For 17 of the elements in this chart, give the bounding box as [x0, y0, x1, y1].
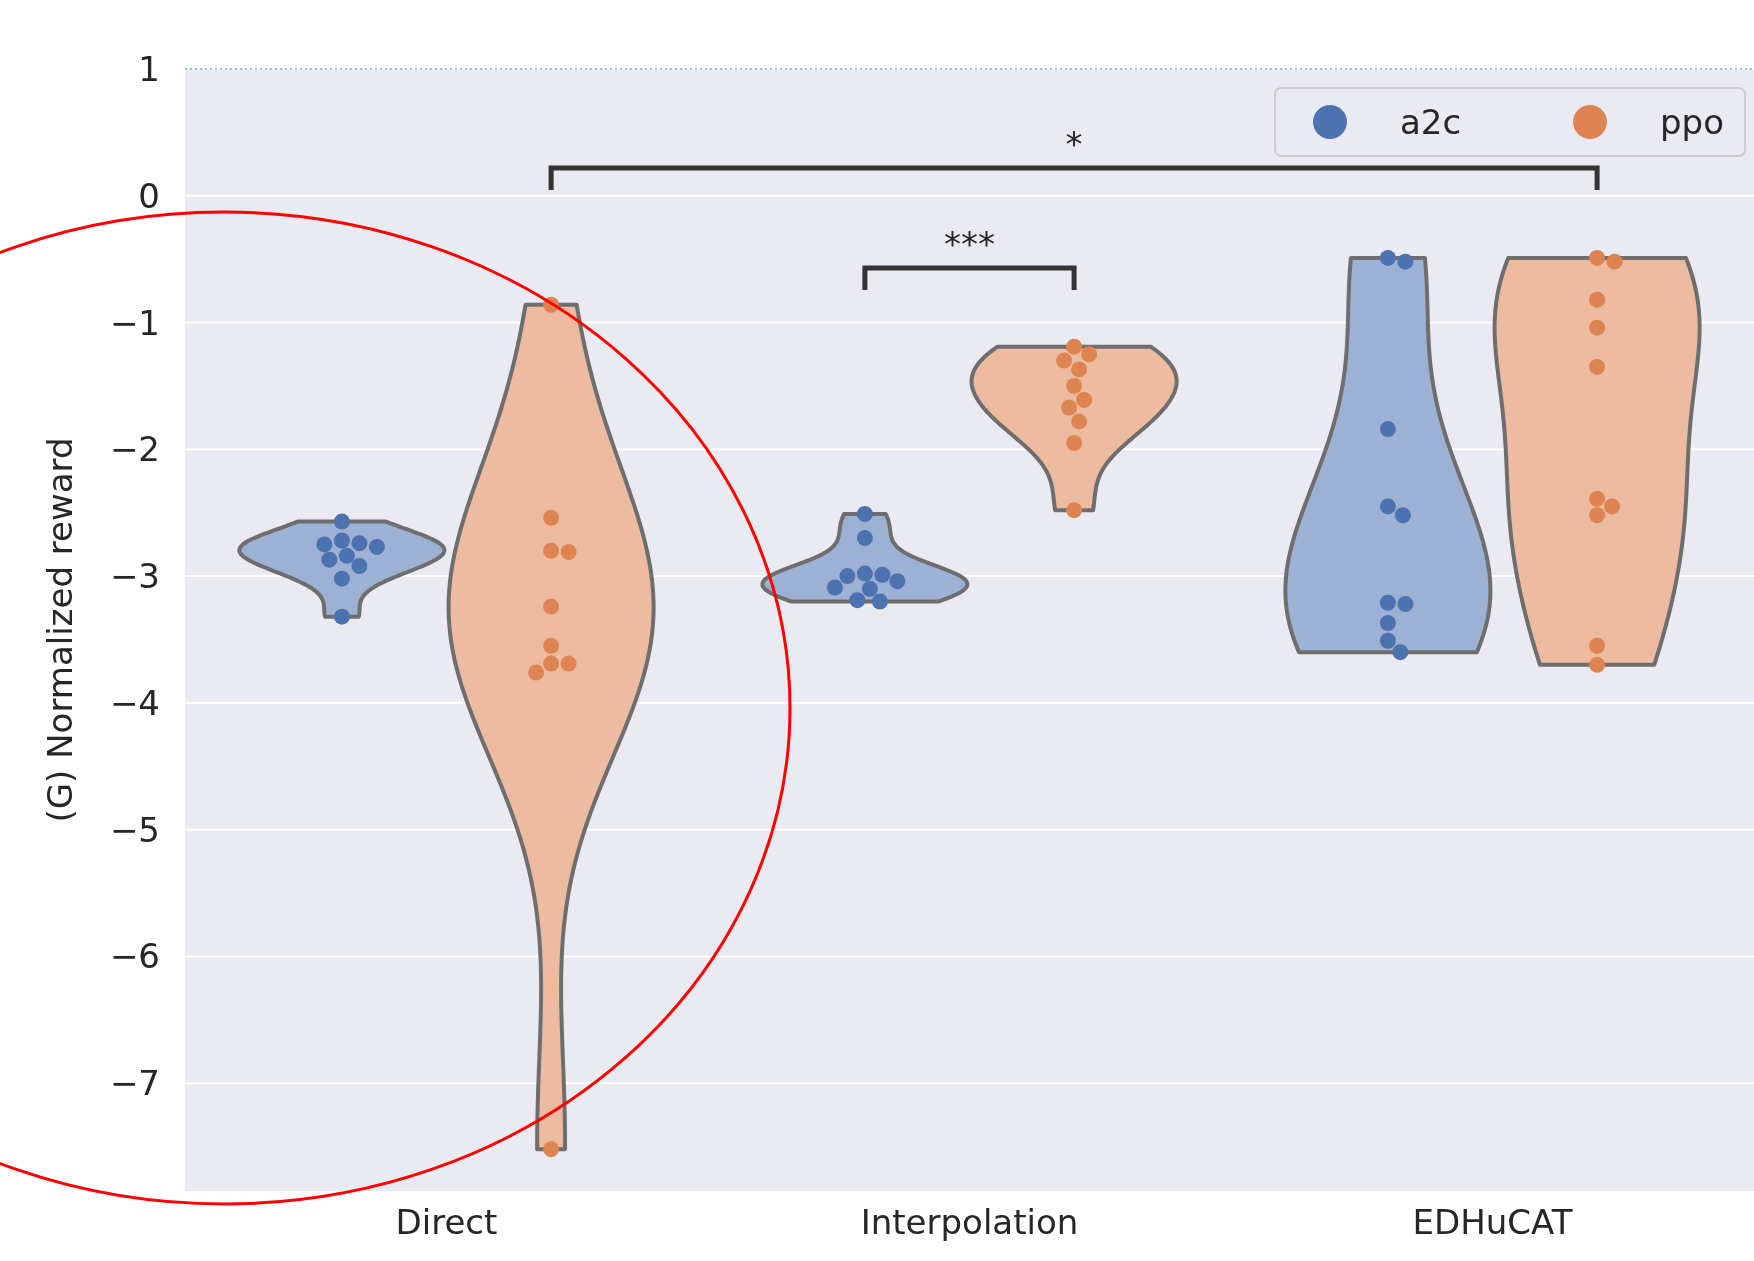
- y-tick-label: −7: [109, 1063, 160, 1104]
- y-tick-label: −5: [109, 809, 160, 850]
- y-tick-label: −6: [109, 936, 160, 977]
- legend-label: ppo: [1660, 102, 1724, 142]
- x-tick-label: Interpolation: [860, 1202, 1079, 1242]
- annotation: *: [1065, 123, 1083, 164]
- y-tick-label: −1: [109, 302, 160, 343]
- y-axis-title: (G) Normalized reward: [40, 437, 80, 823]
- x-tick-label: EDHuCAT: [1412, 1202, 1573, 1242]
- y-tick-label: −3: [109, 556, 160, 597]
- legend-label: a2c: [1400, 102, 1462, 142]
- y-tick-label: 1: [138, 49, 160, 89]
- y-tick-label: −2: [109, 429, 160, 470]
- y-tick-label: −4: [109, 682, 160, 723]
- annotation: ***: [944, 224, 995, 265]
- x-tick-label: Direct: [395, 1202, 498, 1242]
- y-tick-label: 0: [138, 175, 160, 216]
